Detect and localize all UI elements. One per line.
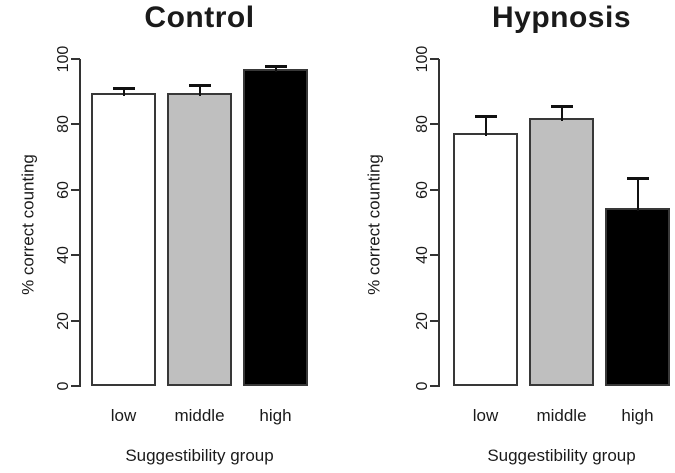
y-axis-tick — [71, 188, 80, 191]
error-bar-stem — [560, 106, 563, 121]
category-label: high — [621, 406, 654, 425]
error-bar-stem — [198, 85, 201, 97]
y-tick-label: 0 — [55, 381, 72, 391]
y-axis-tick — [71, 254, 80, 257]
y-axis-line — [79, 59, 81, 387]
panel-control: Control % correct counting Suggestibilit… — [19, 1, 308, 465]
error-bar-cap — [474, 115, 497, 119]
bar-low — [91, 93, 156, 386]
y-axis-tick — [430, 188, 439, 191]
x-axis-label: Suggestibility group — [125, 446, 274, 465]
y-tick-label: 20 — [55, 311, 72, 330]
y-axis-tick — [430, 254, 439, 257]
y-tick-label: 0 — [414, 381, 431, 391]
error-bar-stem — [122, 88, 125, 97]
category-label: middle — [536, 406, 587, 425]
bar-middle — [167, 93, 232, 386]
y-axis-tick — [430, 58, 439, 60]
error-bar-cap — [550, 105, 573, 109]
y-tick-label: 20 — [414, 311, 431, 330]
y-axis-tick — [71, 319, 80, 322]
y-tick-label: 40 — [55, 246, 72, 265]
error-bar-cap — [112, 87, 135, 91]
bar-high — [243, 68, 308, 386]
panel-title-hypnosis: Hypnosis — [491, 1, 632, 34]
y-tick-label: 100 — [55, 45, 72, 73]
error-bar-stem — [274, 65, 277, 72]
y-axis-tick — [71, 123, 80, 126]
plot-area-control: 0 20 40 60 80 100 low middle high — [55, 45, 308, 425]
bar-low — [453, 132, 518, 386]
x-axis-label: Suggestibility group — [487, 446, 636, 465]
category-label: low — [472, 406, 499, 425]
bar-high — [605, 207, 670, 386]
plot-area-hypnosis: 0 20 40 60 80 100 low middle high — [337, 0, 675, 473]
y-tick-label: 80 — [55, 115, 72, 134]
bar-middle — [529, 117, 594, 386]
category-label: middle — [174, 406, 225, 425]
y-axis-line — [438, 59, 440, 387]
error-bar-cap — [626, 177, 649, 181]
error-bar-stem — [636, 178, 639, 211]
y-axis-tick — [430, 385, 439, 387]
error-bar-stem — [484, 116, 487, 136]
y-tick-label: 100 — [414, 45, 431, 73]
y-tick-label: 40 — [414, 246, 431, 265]
y-tick-label: 60 — [55, 180, 72, 199]
category-label: high — [259, 406, 292, 425]
y-tick-label: 80 — [414, 115, 431, 134]
y-axis-tick — [71, 58, 80, 60]
panel-title-control: Control — [144, 1, 255, 34]
error-bar-cap — [188, 84, 211, 88]
error-bar-cap — [264, 64, 287, 68]
panel-hypnosis: Hypnosis % correct counting Suggestibili… — [337, 0, 675, 473]
y-axis-tick — [430, 123, 439, 126]
y-tick-label: 60 — [414, 180, 431, 199]
category-label: low — [110, 406, 137, 425]
y-axis-tick — [430, 319, 439, 322]
y-axis-tick — [71, 385, 80, 387]
